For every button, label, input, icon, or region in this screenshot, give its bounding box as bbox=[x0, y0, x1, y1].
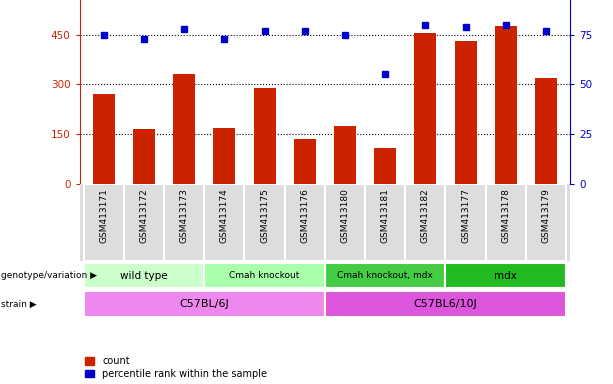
FancyBboxPatch shape bbox=[325, 184, 365, 261]
Text: GSM413175: GSM413175 bbox=[260, 188, 269, 243]
Text: Cmah knockout: Cmah knockout bbox=[229, 271, 300, 280]
FancyBboxPatch shape bbox=[325, 291, 566, 317]
FancyBboxPatch shape bbox=[446, 263, 566, 288]
Text: GSM413177: GSM413177 bbox=[461, 188, 470, 243]
FancyBboxPatch shape bbox=[84, 291, 325, 317]
Text: GSM413171: GSM413171 bbox=[99, 188, 109, 243]
Text: C57BL6/10J: C57BL6/10J bbox=[414, 299, 478, 310]
Bar bbox=[334, 126, 356, 184]
Text: GSM413174: GSM413174 bbox=[220, 188, 229, 243]
Bar bbox=[254, 88, 276, 184]
Text: strain ▶: strain ▶ bbox=[1, 300, 36, 309]
Text: GSM413179: GSM413179 bbox=[541, 188, 550, 243]
Text: GSM413172: GSM413172 bbox=[140, 188, 148, 243]
FancyBboxPatch shape bbox=[284, 184, 325, 261]
Bar bbox=[294, 139, 316, 184]
FancyBboxPatch shape bbox=[365, 184, 405, 261]
FancyBboxPatch shape bbox=[124, 184, 164, 261]
FancyBboxPatch shape bbox=[245, 184, 284, 261]
FancyBboxPatch shape bbox=[485, 184, 526, 261]
Text: GSM413180: GSM413180 bbox=[340, 188, 349, 243]
Bar bbox=[93, 94, 115, 184]
Bar bbox=[414, 33, 436, 184]
FancyBboxPatch shape bbox=[405, 184, 446, 261]
FancyBboxPatch shape bbox=[84, 263, 204, 288]
Text: GSM413178: GSM413178 bbox=[501, 188, 510, 243]
FancyBboxPatch shape bbox=[325, 263, 446, 288]
FancyBboxPatch shape bbox=[164, 184, 204, 261]
FancyBboxPatch shape bbox=[204, 263, 325, 288]
Legend: count, percentile rank within the sample: count, percentile rank within the sample bbox=[85, 356, 267, 379]
Bar bbox=[213, 128, 235, 184]
Bar bbox=[454, 41, 477, 184]
Bar bbox=[173, 74, 196, 184]
Text: GSM413181: GSM413181 bbox=[381, 188, 390, 243]
Text: Cmah knockout, mdx: Cmah knockout, mdx bbox=[337, 271, 433, 280]
FancyBboxPatch shape bbox=[84, 184, 124, 261]
FancyBboxPatch shape bbox=[526, 184, 566, 261]
Bar bbox=[495, 26, 517, 184]
Text: wild type: wild type bbox=[120, 270, 168, 281]
Text: C57BL/6J: C57BL/6J bbox=[180, 299, 229, 310]
Bar bbox=[374, 148, 396, 184]
Text: mdx: mdx bbox=[494, 270, 517, 281]
Text: GSM413176: GSM413176 bbox=[300, 188, 310, 243]
Text: GSM413173: GSM413173 bbox=[180, 188, 189, 243]
Bar bbox=[535, 78, 557, 184]
Text: GSM413182: GSM413182 bbox=[421, 188, 430, 243]
Bar bbox=[133, 129, 155, 184]
FancyBboxPatch shape bbox=[204, 184, 245, 261]
FancyBboxPatch shape bbox=[446, 184, 485, 261]
Text: genotype/variation ▶: genotype/variation ▶ bbox=[1, 271, 97, 280]
